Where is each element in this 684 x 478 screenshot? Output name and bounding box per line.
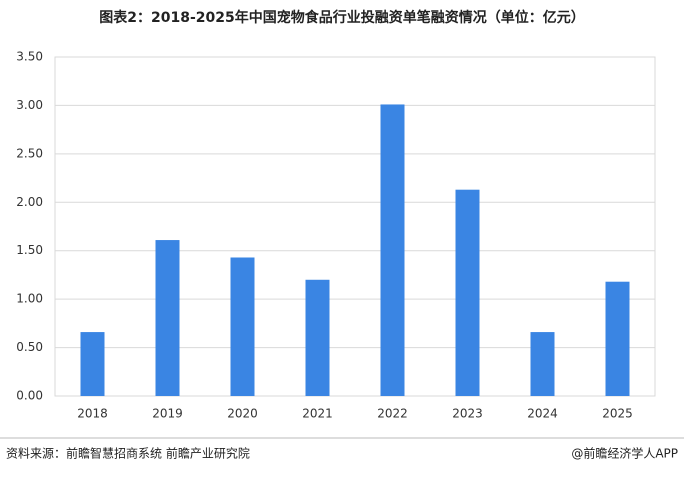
brand-note: @前瞻经济学人APP [571, 446, 678, 461]
y-tick-label: 0.00 [16, 389, 43, 403]
plot-frame [54, 56, 656, 397]
y-tick-label: 3.00 [16, 98, 43, 112]
bar [230, 257, 255, 396]
y-tick-label: 2.50 [16, 146, 43, 160]
chart-title: 图表2：2018-2025年中国宠物食品行业投融资单笔融资情况（单位：亿元） [99, 9, 584, 26]
x-tick-label: 2021 [302, 407, 333, 421]
y-tick-label: 2.00 [16, 195, 43, 209]
y-tick-label: 1.50 [16, 243, 43, 257]
x-tick-label: 2024 [527, 407, 558, 421]
bar [455, 189, 480, 396]
bar [80, 332, 105, 396]
x-tick-label: 2020 [227, 407, 258, 421]
y-tick-label: 1.00 [16, 292, 43, 306]
bar [305, 279, 330, 396]
x-tick-label: 2023 [452, 407, 483, 421]
bar [155, 240, 180, 396]
x-tick-label: 2018 [77, 407, 108, 421]
bar [380, 104, 405, 397]
x-tick-label: 2025 [602, 407, 633, 421]
source-note: 资料来源：前瞻智慧招商系统 前瞻产业研究院 [6, 446, 250, 461]
y-tick-label: 0.50 [16, 340, 43, 354]
x-tick-label: 2022 [377, 407, 408, 421]
y-tick-label: 3.50 [16, 50, 43, 64]
x-tick-label: 2019 [152, 407, 183, 421]
bar [530, 332, 555, 396]
bar [605, 281, 630, 396]
